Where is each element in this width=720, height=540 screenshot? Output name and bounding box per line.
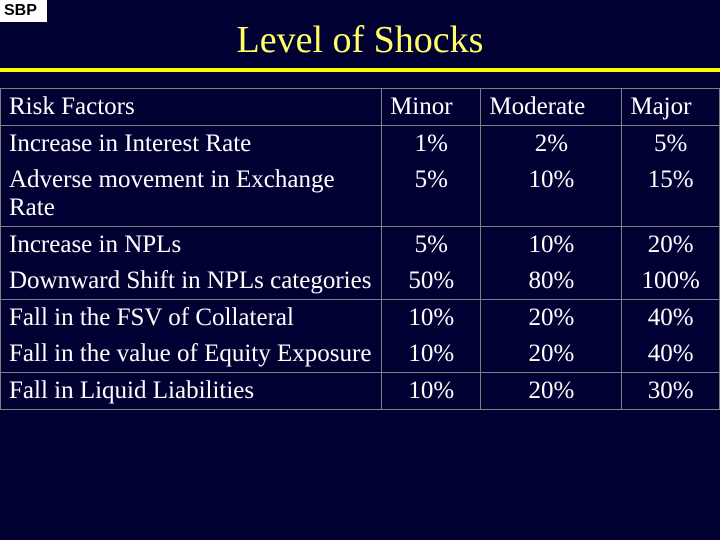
major-value: 30%: [622, 373, 720, 410]
minor-value: 5%: [382, 227, 481, 264]
col-header-risk-factors: Risk Factors: [1, 89, 382, 126]
moderate-value: 20%: [481, 300, 622, 337]
shock-levels-table: Risk Factors Minor Moderate Major Increa…: [0, 88, 720, 410]
slide-title: Level of Shocks: [0, 18, 720, 62]
major-value: 100%: [622, 263, 720, 300]
minor-value: 10%: [382, 336, 481, 373]
minor-value: 10%: [382, 300, 481, 337]
col-header-minor: Minor: [382, 89, 481, 126]
moderate-value: 80%: [481, 263, 622, 300]
risk-factor-label: Downward Shift in NPLs categories: [1, 263, 382, 300]
risk-factor-label: Fall in the value of Equity Exposure: [1, 336, 382, 373]
moderate-value: 20%: [481, 373, 622, 410]
risk-factor-label: Fall in the FSV of Collateral: [1, 300, 382, 337]
title-area: Level of Shocks: [0, 0, 720, 62]
corner-logo-label: SBP: [0, 0, 47, 22]
table-row: Fall in the value of Equity Exposure10%2…: [1, 336, 720, 373]
minor-value: 5%: [382, 162, 481, 227]
risk-factor-label: Fall in Liquid Liabilities: [1, 373, 382, 410]
risk-factor-label: Increase in Interest Rate: [1, 126, 382, 163]
table-header-row: Risk Factors Minor Moderate Major: [1, 89, 720, 126]
title-underline: [0, 68, 720, 72]
table-row: Downward Shift in NPLs categories50%80%1…: [1, 263, 720, 300]
minor-value: 50%: [382, 263, 481, 300]
moderate-value: 2%: [481, 126, 622, 163]
col-header-moderate: Moderate: [481, 89, 622, 126]
major-value: 20%: [622, 227, 720, 264]
table-row: Adverse movement in Exchange Rate5%10%15…: [1, 162, 720, 227]
major-value: 40%: [622, 300, 720, 337]
major-value: 15%: [622, 162, 720, 227]
table-row: Fall in Liquid Liabilities10%20%30%: [1, 373, 720, 410]
table-row: Increase in Interest Rate1%2%5%: [1, 126, 720, 163]
major-value: 5%: [622, 126, 720, 163]
risk-factor-label: Increase in NPLs: [1, 227, 382, 264]
table-row: Increase in NPLs5%10%20%: [1, 227, 720, 264]
minor-value: 1%: [382, 126, 481, 163]
major-value: 40%: [622, 336, 720, 373]
table-row: Fall in the FSV of Collateral10%20%40%: [1, 300, 720, 337]
col-header-major: Major: [622, 89, 720, 126]
moderate-value: 10%: [481, 227, 622, 264]
moderate-value: 20%: [481, 336, 622, 373]
moderate-value: 10%: [481, 162, 622, 227]
risk-factor-label: Adverse movement in Exchange Rate: [1, 162, 382, 227]
minor-value: 10%: [382, 373, 481, 410]
